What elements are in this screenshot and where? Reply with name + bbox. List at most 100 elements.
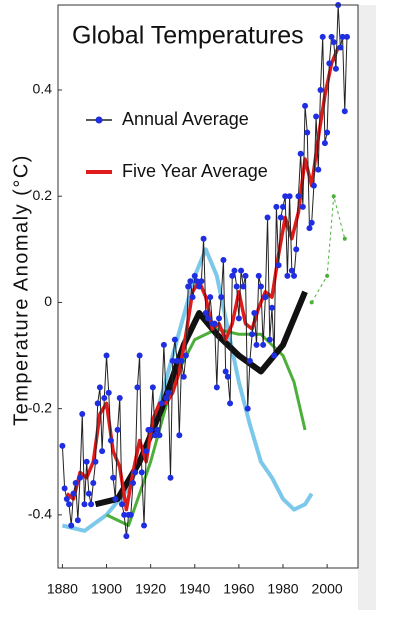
data-point [291, 272, 298, 279]
data-point [147, 426, 154, 433]
data-point [255, 272, 262, 279]
data-point [266, 336, 273, 343]
data-point [332, 65, 339, 72]
data-point [174, 357, 181, 364]
data-point [189, 294, 196, 301]
plot-area [59, 2, 350, 540]
data-point [182, 352, 189, 359]
data-point [88, 501, 95, 508]
data-point [264, 214, 271, 221]
data-point [321, 140, 328, 147]
data-point [134, 384, 141, 391]
data-point [81, 501, 88, 508]
y-tick-label: 0.2 [33, 187, 53, 203]
y-axis-label: Temperature Anomaly (°C) [10, 154, 32, 426]
series-line [105, 327, 307, 528]
data-point [163, 395, 170, 402]
x-tick-label: 1880 [47, 581, 78, 597]
data-point [238, 267, 245, 274]
x-tick-label: 1920 [135, 581, 166, 597]
data-point [220, 256, 227, 263]
data-point [339, 33, 346, 40]
series-line [61, 4, 348, 537]
data-point [99, 448, 106, 455]
data-point [61, 485, 68, 492]
chart-title: Global Temperatures [72, 22, 304, 50]
data-point [315, 166, 322, 173]
data-point [149, 384, 156, 391]
data-point [94, 400, 101, 407]
data-point [143, 448, 150, 455]
x-tick-label: 1960 [223, 581, 254, 597]
data-point [77, 474, 84, 481]
x-tick-label: 1940 [179, 581, 210, 597]
data-point [299, 203, 306, 210]
data-point [273, 203, 280, 210]
data-point [156, 432, 163, 439]
data-point [198, 278, 205, 285]
data-point [251, 310, 258, 317]
data-point [72, 480, 79, 487]
data-point [331, 194, 336, 199]
data-point [326, 60, 333, 67]
data-point [317, 86, 324, 93]
y-tick-label: -0.2 [28, 399, 52, 415]
data-point [324, 129, 331, 136]
data-point [92, 458, 99, 465]
data-point [313, 113, 320, 120]
data-point [171, 336, 178, 343]
data-point [213, 384, 220, 391]
data-point [328, 33, 335, 40]
data-point [325, 273, 330, 278]
data-point [196, 283, 203, 290]
y-tick-label: 0.4 [33, 81, 53, 97]
data-point [169, 357, 176, 364]
data-point [114, 426, 121, 433]
data-point [224, 373, 231, 380]
data-point [231, 267, 238, 274]
data-point [59, 442, 66, 449]
data-point [74, 517, 81, 524]
data-point [167, 474, 174, 481]
data-point [337, 44, 344, 51]
data-point [330, 39, 337, 46]
data-point [141, 522, 148, 529]
data-point [275, 262, 282, 269]
data-point [187, 278, 194, 285]
data-point [110, 474, 117, 481]
data-point [121, 511, 128, 518]
data-point [295, 193, 302, 200]
data-point [136, 352, 143, 359]
data-point [271, 352, 278, 359]
data-point [242, 272, 249, 279]
data-point [132, 469, 139, 476]
data-point [123, 533, 130, 540]
data-point [154, 426, 161, 433]
data-point [176, 432, 183, 439]
data-point [152, 432, 159, 439]
data-point [85, 490, 92, 497]
data-point [191, 272, 198, 279]
data-point [253, 341, 260, 348]
data-point [260, 341, 267, 348]
data-point [309, 300, 314, 305]
data-point [211, 320, 218, 327]
data-point [107, 437, 114, 444]
legend-marker [95, 116, 103, 124]
data-point [244, 405, 251, 412]
data-point [116, 395, 123, 402]
data-point [280, 203, 286, 210]
series-line [94, 290, 308, 508]
data-point [246, 357, 253, 364]
data-point [193, 278, 200, 285]
data-point [343, 33, 350, 40]
data-point [127, 511, 134, 518]
data-point [302, 102, 309, 109]
data-point [216, 315, 223, 322]
data-point [282, 193, 289, 200]
data-point [130, 480, 136, 487]
data-point [178, 357, 185, 364]
data-point [235, 315, 242, 322]
data-point [90, 480, 97, 487]
